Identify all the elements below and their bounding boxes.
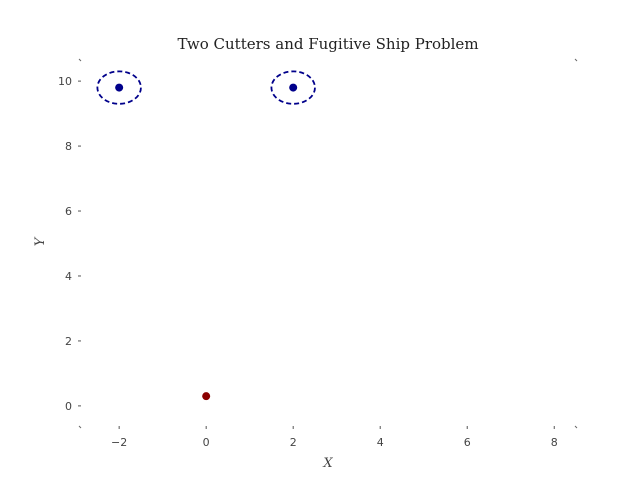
y-axis-label: Y <box>33 236 48 246</box>
x-axis-ticks: −2 0 2 4 6 8 <box>111 426 558 449</box>
axes-corner-marks <box>78 58 578 429</box>
chart-title: Two Cutters and Fugitive Ship Problem <box>177 35 478 53</box>
cutter-point <box>115 83 124 92</box>
axes-corner-bottom-left <box>78 425 82 429</box>
y-tick-label: 2 <box>65 335 72 348</box>
y-tick-label: 10 <box>58 75 72 88</box>
x-tick-label: 0 <box>203 436 210 449</box>
cutter-range-circle <box>96 70 142 105</box>
axes-corner-top-right <box>574 58 578 62</box>
x-tick-label: −2 <box>111 436 127 449</box>
x-tick-label: 8 <box>551 436 558 449</box>
cutter-range-circles <box>96 70 316 105</box>
y-tick-label: 8 <box>65 140 72 153</box>
axes-corner-top-left <box>78 58 82 62</box>
fugitive-ship-point <box>202 392 211 401</box>
x-tick-label: 2 <box>290 436 297 449</box>
cutter-point <box>289 83 298 92</box>
y-tick-label: 0 <box>65 400 72 413</box>
data-points <box>115 83 298 401</box>
x-tick-label: 6 <box>464 436 471 449</box>
x-tick-label: 4 <box>377 436 384 449</box>
x-axis-label: X <box>322 456 333 471</box>
cutter-range-circle <box>270 70 316 105</box>
y-tick-label: 6 <box>65 205 72 218</box>
axes-corner-bottom-right <box>574 425 578 429</box>
y-axis-ticks: 0 2 4 6 8 10 <box>58 75 81 413</box>
y-tick-label: 4 <box>65 270 72 283</box>
